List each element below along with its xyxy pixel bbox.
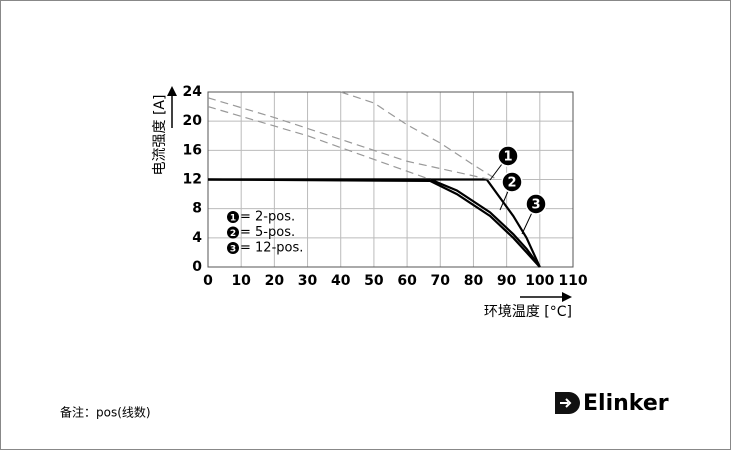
x-tick-label: 100 <box>525 273 554 289</box>
logo-icon-mark <box>560 398 572 408</box>
logo: Elinker <box>555 391 669 416</box>
x-tick-label: 10 <box>231 273 251 289</box>
dashed-curve <box>340 91 498 181</box>
callout-number: 1 <box>503 150 512 165</box>
legend-number: 2 <box>230 229 236 239</box>
legend-label: = 5-pos. <box>240 225 295 240</box>
x-tick-label: 40 <box>331 273 351 289</box>
footnote: 备注：pos(线数) <box>60 405 151 420</box>
x-arrow-head <box>562 292 572 302</box>
x-tick-label: 50 <box>364 273 384 289</box>
x-tick-label: 80 <box>464 273 484 289</box>
x-tick-label: 110 <box>558 273 587 289</box>
y-tick-label: 20 <box>183 113 203 129</box>
x-tick-label: 0 <box>203 273 213 289</box>
legend-circle <box>227 211 239 223</box>
x-tick-label: 70 <box>431 273 451 289</box>
y-axis-label: 电流强度 [A] <box>152 95 168 176</box>
y-tick-label: 8 <box>192 201 202 217</box>
logo-text: Elinker <box>583 391 669 416</box>
series-line <box>208 178 541 268</box>
legend-circle <box>227 226 239 239</box>
x-tick-label: 60 <box>397 273 417 289</box>
callout-number: 2 <box>507 176 516 191</box>
x-tick-label: 30 <box>298 273 318 289</box>
series-line <box>207 178 541 268</box>
y-tick-label: 0 <box>192 259 202 275</box>
x-axis-label: 环境温度 [°C] <box>484 304 572 320</box>
y-tick-label: 16 <box>183 142 202 158</box>
legend-circle <box>227 242 239 254</box>
dashed-curve <box>207 97 491 181</box>
x-tick-label: 90 <box>497 273 517 289</box>
legend-number: 3 <box>230 245 236 255</box>
legend-number: 1 <box>230 214 236 224</box>
callout-circle <box>501 171 523 193</box>
y-tick-label: 4 <box>192 230 202 246</box>
y-arrow-head <box>167 86 177 96</box>
x-tick-label: 20 <box>265 273 285 289</box>
legend-label: = 2-pos. <box>240 210 295 225</box>
legend-label: = 12-pos. <box>240 241 303 256</box>
callout-circle <box>525 193 547 215</box>
callout-circle <box>497 145 519 167</box>
y-tick-label: 24 <box>183 84 203 100</box>
callout-number: 3 <box>531 198 540 213</box>
y-tick-label: 12 <box>183 172 202 188</box>
